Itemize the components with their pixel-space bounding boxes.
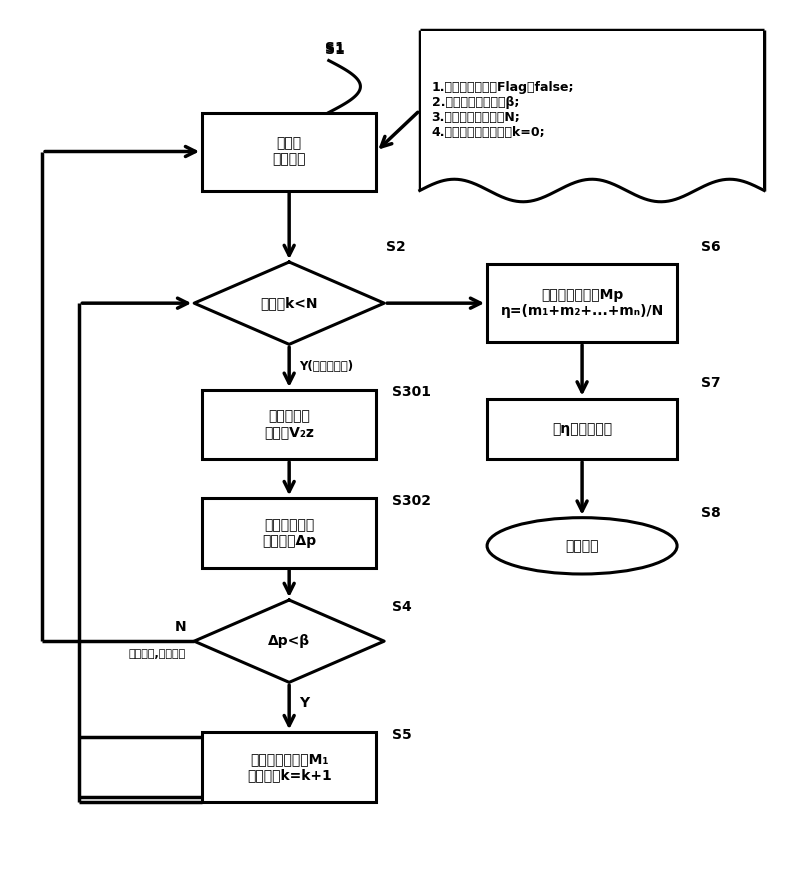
Text: S6: S6	[701, 240, 721, 254]
Ellipse shape	[487, 518, 677, 574]
Text: S301: S301	[392, 385, 431, 399]
Text: S7: S7	[701, 376, 721, 390]
FancyBboxPatch shape	[202, 498, 376, 568]
Text: 计算校准修正值M₁
有效次数k=k+1: 计算校准修正值M₁ 有效次数k=k+1	[246, 752, 331, 782]
Text: 校准完成: 校准完成	[566, 539, 599, 553]
Text: S302: S302	[392, 494, 431, 508]
FancyBboxPatch shape	[202, 113, 376, 191]
FancyBboxPatch shape	[487, 398, 677, 459]
Text: Y(校准未结束): Y(校准未结束)	[298, 360, 353, 374]
Text: 用η修正被校表: 用η修正被校表	[552, 422, 612, 436]
Text: S8: S8	[701, 507, 721, 521]
Text: S1: S1	[325, 43, 345, 57]
Text: Y: Y	[298, 696, 309, 710]
Polygon shape	[194, 600, 384, 682]
Text: N: N	[174, 620, 186, 634]
FancyBboxPatch shape	[202, 390, 376, 459]
Text: 1.置上去好标志位Flag为false;
2.设置校准控制精度β;
3.设置最大校准次数N;
4.置初始数据有效次数k=0;: 1.置上去好标志位Flag为false; 2.设置校准控制精度β; 3.设置最大…	[432, 81, 574, 139]
Polygon shape	[194, 262, 384, 345]
Text: S1: S1	[325, 41, 345, 55]
FancyBboxPatch shape	[202, 732, 376, 802]
Text: 初始化
校准状态: 初始化 校准状态	[273, 136, 306, 166]
Text: 计算平均修正值Mp
η=(m₁+m₂+...+mₙ)/N: 计算平均修正值Mp η=(m₁+m₂+...+mₙ)/N	[501, 288, 664, 318]
FancyBboxPatch shape	[421, 31, 763, 190]
Text: 有效次k<N: 有效次k<N	[261, 296, 318, 310]
Text: Δp<β: Δp<β	[268, 634, 310, 648]
Text: 仪表自测比对
计算偏差Δp: 仪表自测比对 计算偏差Δp	[262, 518, 316, 548]
Text: 功率不稳,重新校准: 功率不稳,重新校准	[129, 648, 186, 659]
Text: S2: S2	[386, 240, 406, 254]
FancyBboxPatch shape	[487, 264, 677, 342]
Text: S4: S4	[392, 600, 412, 614]
Text: 接收标准表
实测值V₂z: 接收标准表 实测值V₂z	[264, 410, 314, 439]
Text: S5: S5	[392, 728, 412, 742]
